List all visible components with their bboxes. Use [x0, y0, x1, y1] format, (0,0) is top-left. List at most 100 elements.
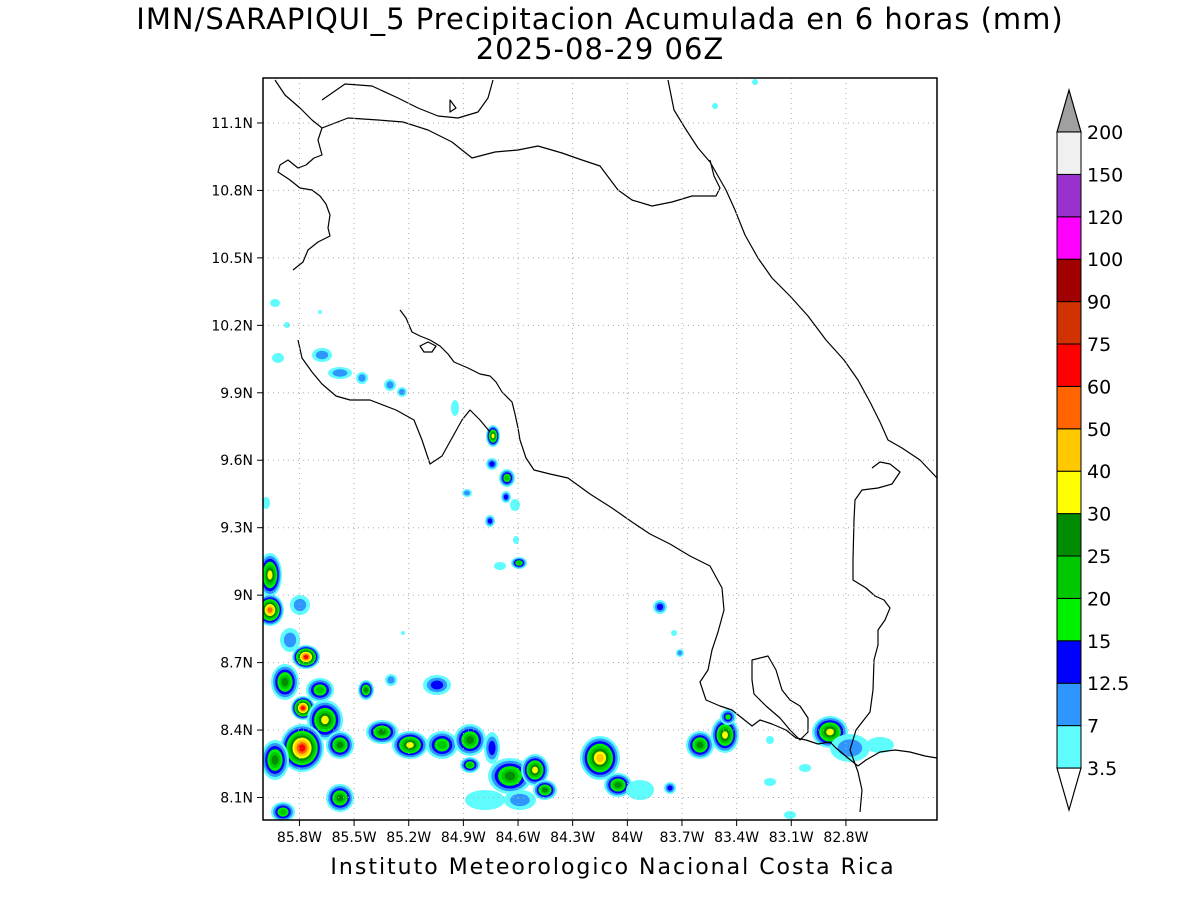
panama-border	[849, 461, 901, 813]
rain-cell	[318, 310, 322, 314]
colorbar-label: 150	[1087, 164, 1123, 186]
rain-cell	[499, 469, 515, 487]
rain-contour	[272, 353, 284, 363]
rain-cell	[712, 103, 718, 109]
rain-contour	[503, 494, 509, 500]
rain-cell	[263, 740, 289, 780]
rain-cell	[799, 764, 811, 772]
rain-cell	[392, 731, 428, 759]
coastlines	[274, 79, 938, 813]
rain-cell	[521, 754, 549, 786]
rain-contour	[491, 433, 495, 439]
rain-cell	[366, 720, 398, 744]
rain-cell	[488, 758, 532, 794]
rain-contour	[696, 741, 704, 749]
rain-cell	[270, 299, 280, 307]
lat-label: 11.1N	[211, 116, 253, 132]
rain-contour	[614, 782, 622, 788]
rain-contour	[386, 381, 394, 389]
lon-label: 85.5W	[332, 830, 377, 846]
colorbar-swatch	[1056, 131, 1082, 175]
nicoya-peninsula	[297, 339, 491, 465]
colorbar-swatch	[1056, 173, 1082, 218]
colorbar-label: 75	[1087, 334, 1111, 356]
isla-chira	[419, 341, 437, 353]
rain-cell	[511, 557, 527, 569]
colorbar-swatch	[1056, 513, 1082, 557]
golfo-dulce	[751, 655, 809, 741]
lat-label: 8.1N	[220, 791, 253, 807]
colorbar-swatch	[1056, 216, 1082, 260]
rain-contour	[494, 562, 506, 570]
rain-contour	[316, 686, 324, 694]
rain-contour	[401, 631, 405, 635]
rain-contour	[267, 607, 273, 613]
rain-cell	[263, 497, 270, 509]
rain-cell	[312, 348, 332, 362]
rain-contour	[626, 780, 654, 800]
map-frame	[262, 77, 938, 821]
rain-contour	[712, 103, 718, 109]
colorbar-label: 100	[1087, 249, 1123, 271]
rain-cell	[280, 724, 324, 772]
graticule	[263, 78, 937, 820]
lon-label: 83.7W	[659, 830, 704, 846]
rain-contour	[318, 310, 322, 314]
rain-cell	[766, 736, 774, 744]
rain-contour	[532, 766, 538, 774]
rain-cell	[358, 680, 374, 700]
rain-contour	[722, 731, 728, 739]
colorbar-label: 50	[1087, 419, 1111, 441]
rain-contour	[281, 677, 289, 687]
colorbar-label: 3.5	[1087, 758, 1117, 780]
colorbar-bottom-arrow	[1056, 767, 1082, 813]
lat-label: 9.3N	[220, 521, 253, 537]
colorbar-label: 15	[1087, 631, 1111, 653]
rain-contour	[263, 497, 270, 509]
colorbar-swatch	[1056, 428, 1082, 472]
lat-label: 9.6N	[220, 453, 253, 469]
rain-cell	[272, 353, 284, 363]
rain-cell	[423, 675, 451, 695]
rain-cell	[720, 709, 736, 725]
colorbar-swatch	[1056, 682, 1082, 727]
colorbar-swatch	[1056, 385, 1082, 430]
rain-contour	[671, 630, 677, 636]
longitude-labels: 85.8W 85.5W 85.2W 84.9W 84.6W 84.3W 84W 83.7W 83…	[277, 820, 869, 846]
rain-contour	[451, 400, 459, 416]
latitude-labels: 11.1N 10.8N 10.5N 10.2N 9.9N 9.6N 9.3N 9N 8.7N 8.…	[211, 116, 263, 807]
rain-cell	[484, 732, 500, 764]
rain-contour	[293, 598, 307, 612]
colorbar-label: 120	[1087, 207, 1123, 229]
rain-contour	[378, 729, 386, 735]
rain-contour	[336, 741, 344, 749]
rain-cell	[263, 553, 282, 597]
rain-cell	[401, 631, 405, 635]
rain-contour	[336, 794, 344, 802]
pacific-coast	[399, 309, 859, 767]
rain-contour	[465, 790, 505, 810]
rain-cell	[284, 322, 290, 328]
rain-cell	[271, 664, 299, 700]
rain-cell	[290, 595, 310, 615]
colorbar-swatch	[1056, 555, 1082, 599]
rain-contour	[398, 388, 406, 396]
rain-contour	[267, 570, 273, 580]
lat-label: 10.8N	[211, 183, 253, 199]
rain-contour	[766, 736, 774, 744]
lake-island	[449, 99, 457, 113]
rain-contour	[513, 536, 519, 544]
rain-cell	[533, 780, 557, 800]
rain-cell	[510, 499, 520, 511]
rain-cell	[711, 717, 739, 753]
rain-cell	[462, 489, 472, 497]
rain-contour	[667, 785, 673, 791]
rain-cell	[271, 802, 295, 820]
colorbar-label: 12.5	[1087, 673, 1129, 695]
rain-contour	[364, 687, 368, 693]
rain-cell	[764, 778, 776, 786]
rain-contour	[799, 764, 811, 772]
rain-contour	[677, 650, 683, 656]
colorbar-label: 7	[1087, 716, 1099, 738]
north-border	[321, 117, 721, 207]
